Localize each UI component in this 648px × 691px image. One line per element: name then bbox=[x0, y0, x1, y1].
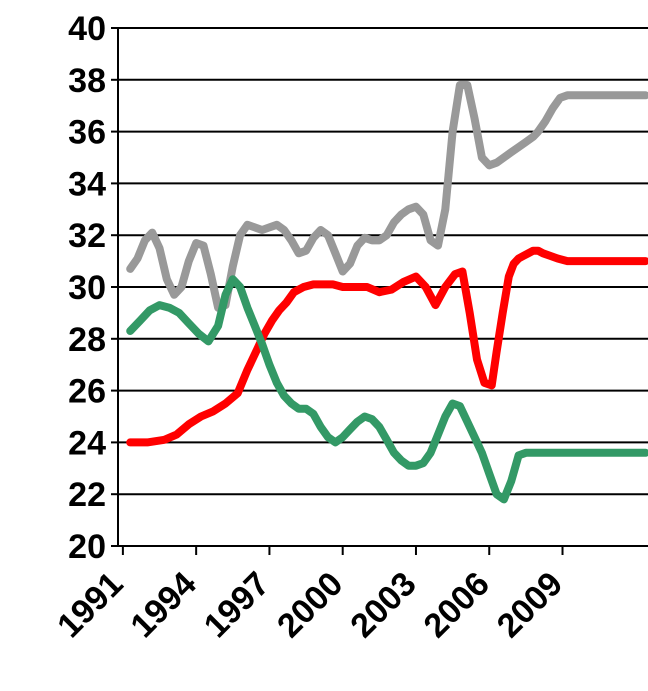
series-line-3 bbox=[126, 275, 648, 504]
y-tick-label: 24 bbox=[68, 424, 106, 462]
axes bbox=[111, 27, 648, 555]
x-tick-label: 2000 bbox=[270, 565, 350, 645]
x-tick-label: 2006 bbox=[417, 565, 497, 645]
y-tick-label: 30 bbox=[68, 269, 106, 307]
y-tick-label: 36 bbox=[68, 114, 106, 152]
series-lines bbox=[126, 81, 648, 504]
x-tick-label: 2003 bbox=[343, 565, 423, 645]
y-tick-label: 34 bbox=[68, 165, 106, 203]
y-tick-label: 20 bbox=[68, 528, 106, 566]
series-line-2 bbox=[126, 246, 648, 447]
x-tick-label: 1994 bbox=[123, 565, 203, 645]
y-tick-label: 22 bbox=[68, 476, 106, 514]
y-tick-label: 32 bbox=[68, 217, 106, 255]
y-tick-label: 28 bbox=[68, 321, 106, 359]
series-line-1 bbox=[126, 81, 648, 312]
gridlines bbox=[118, 27, 648, 547]
x-tick-label: 1997 bbox=[197, 565, 277, 645]
y-tick-label: 40 bbox=[68, 10, 106, 48]
y-tick-label: 38 bbox=[68, 62, 106, 100]
x-tick-label: 1991 bbox=[50, 565, 130, 645]
y-axis-tick-labels: 20 22 24 26 28 30 32 34 36 38 40 bbox=[68, 10, 106, 566]
x-tick-label: 2009 bbox=[490, 565, 570, 645]
y-tick-label: 26 bbox=[68, 373, 106, 411]
